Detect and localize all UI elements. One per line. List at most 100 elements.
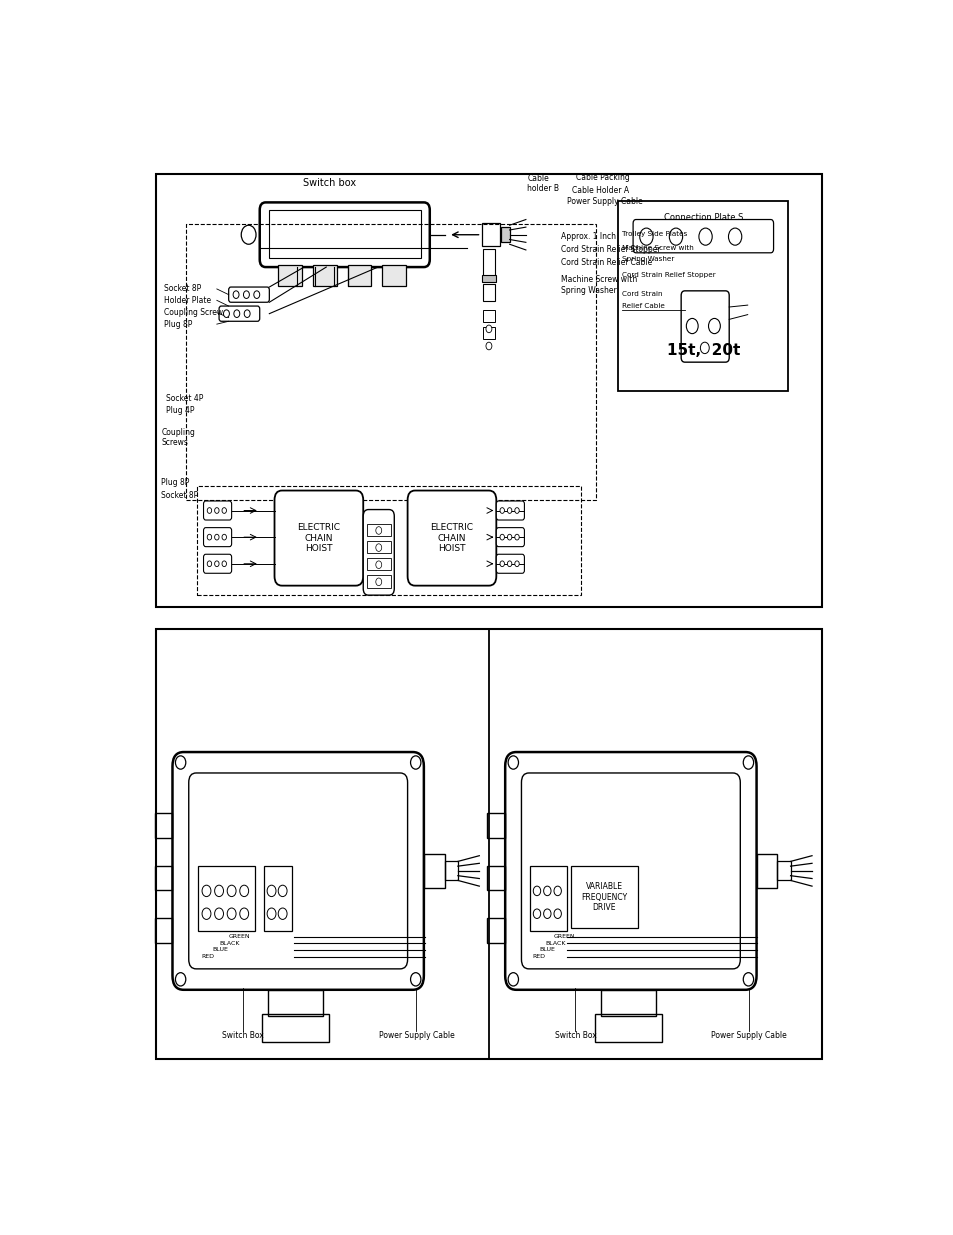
Text: Approx. 1 Inch: Approx. 1 Inch [560,232,615,241]
FancyBboxPatch shape [496,555,524,573]
FancyBboxPatch shape [219,306,259,321]
Text: ELECTRIC
CHAIN
HOIST: ELECTRIC CHAIN HOIST [297,524,340,553]
Circle shape [233,310,239,317]
FancyBboxPatch shape [189,773,407,969]
Circle shape [708,319,720,333]
Circle shape [214,535,219,540]
Bar [154,866,172,890]
Text: Coupling Screw: Coupling Screw [164,309,222,317]
Text: Socket 4P: Socket 4P [166,394,203,403]
Text: BLUE: BLUE [213,947,228,952]
Bar [186,225,596,500]
FancyBboxPatch shape [172,752,423,989]
Text: Socket 8P: Socket 8P [161,490,198,500]
Text: Machine Screw with: Machine Screw with [560,275,637,284]
Circle shape [222,561,226,567]
FancyBboxPatch shape [203,527,232,547]
Circle shape [410,756,420,769]
Bar [367,576,390,588]
Circle shape [244,310,250,317]
FancyBboxPatch shape [363,510,394,595]
Circle shape [375,543,381,551]
FancyBboxPatch shape [680,291,728,362]
Circle shape [278,885,287,897]
Circle shape [253,291,259,299]
Circle shape [175,756,186,769]
FancyBboxPatch shape [407,490,496,585]
Text: Holder Plate: Holder Plate [164,296,211,305]
Circle shape [202,908,211,919]
Text: Trolley Side Plates: Trolley Side Plates [621,231,687,237]
Circle shape [214,508,219,514]
Bar [268,989,323,1016]
Text: Plug 4P: Plug 4P [166,406,194,415]
Text: Socket 8P: Socket 8P [164,284,201,294]
Bar [154,918,172,942]
Text: Spring Washer: Spring Washer [621,257,674,263]
Text: ELECTRIC
CHAIN
HOIST: ELECTRIC CHAIN HOIST [430,524,473,553]
Text: RED: RED [532,953,545,960]
Circle shape [239,908,249,919]
Circle shape [375,561,381,568]
Circle shape [554,909,560,919]
Bar [423,853,444,888]
Circle shape [499,508,504,514]
Bar [481,274,496,283]
Text: Cord Strain Relief Cable: Cord Strain Relief Cable [560,258,651,267]
Bar [487,866,505,890]
Circle shape [375,578,381,585]
Circle shape [515,561,518,567]
Bar [594,1014,661,1042]
Text: Relief Cable: Relief Cable [621,303,664,309]
Bar [482,249,495,278]
Text: Cord Strain Relief Stopper: Cord Strain Relief Stopper [621,272,715,278]
Circle shape [207,508,212,514]
Text: VARIABLE
FREQUENCY
DRIVE: VARIABLE FREQUENCY DRIVE [580,882,627,911]
Circle shape [515,508,518,514]
Circle shape [669,228,682,246]
FancyBboxPatch shape [496,501,524,520]
Bar [482,284,495,301]
Text: Cable Holder A: Cable Holder A [572,185,629,195]
FancyBboxPatch shape [259,203,429,267]
FancyBboxPatch shape [229,287,269,303]
FancyBboxPatch shape [496,527,524,547]
Text: Machine Screw with: Machine Screw with [621,245,693,251]
Bar [156,630,821,1060]
Circle shape [543,887,551,895]
Text: Connection Plate S: Connection Plate S [663,212,742,222]
Circle shape [554,887,560,895]
Circle shape [207,561,212,567]
Text: BLACK: BLACK [219,941,240,946]
Bar [571,866,637,927]
Bar [367,558,390,571]
Circle shape [515,535,518,540]
Text: Cord Strain: Cord Strain [621,290,661,296]
Circle shape [214,561,219,567]
Text: RED: RED [201,953,214,960]
Circle shape [223,310,229,317]
Circle shape [233,291,239,299]
Text: BLACK: BLACK [544,941,565,946]
FancyBboxPatch shape [521,773,740,969]
Circle shape [499,535,504,540]
Circle shape [214,908,223,919]
Text: Power Supply Cable: Power Supply Cable [378,1031,454,1040]
Bar [530,866,567,931]
Bar [269,210,420,258]
Text: GREEN: GREEN [554,934,575,939]
FancyBboxPatch shape [203,555,232,573]
Bar [156,174,821,606]
Circle shape [485,325,492,332]
Bar [487,814,505,839]
Bar [444,862,457,881]
Circle shape [227,885,235,897]
Bar [154,814,172,839]
Circle shape [214,885,223,897]
Circle shape [742,973,753,986]
Circle shape [485,342,492,350]
Text: Power Supply Cable: Power Supply Cable [711,1031,786,1040]
Text: GREEN: GREEN [229,934,250,939]
Circle shape [278,908,287,919]
Text: Plug 8P: Plug 8P [161,478,190,488]
